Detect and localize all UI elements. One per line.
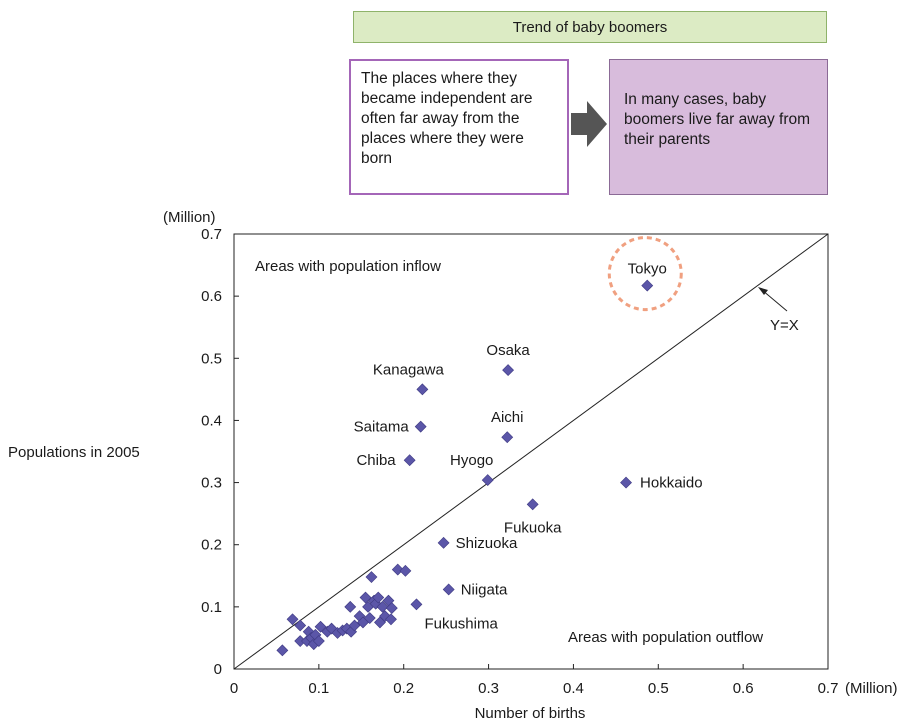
point-label-aichi: Aichi — [491, 409, 524, 426]
data-point-kanagawa — [416, 383, 429, 396]
point-label-fukuoka: Fukuoka — [504, 519, 562, 536]
data-point-niigata — [442, 583, 455, 596]
effect-box: In many cases, baby boomers live far awa… — [609, 59, 828, 195]
x-tick-label: 0.6 — [733, 680, 754, 697]
data-point — [276, 644, 289, 657]
reference-line-y-equals-x — [233, 233, 829, 670]
y-axis-label: Populations in 2005 — [8, 444, 140, 461]
data-point-saitama — [414, 420, 427, 433]
x-tick-label: 0 — [230, 680, 238, 697]
point-label-osaka: Osaka — [486, 342, 530, 359]
data-point — [391, 563, 404, 576]
data-point-hyogo — [481, 474, 494, 487]
trend-banner: Trend of baby boomers — [353, 11, 827, 43]
point-label-saitama: Saitama — [354, 419, 410, 436]
chart-axes — [233, 233, 829, 670]
x-tick-label: 0.1 — [308, 680, 329, 697]
x-tick-label: 0.7 — [818, 680, 839, 697]
y-tick-label: 0 — [214, 661, 222, 678]
point-label-hyogo: Hyogo — [450, 452, 493, 469]
x-tick-label: 0.2 — [393, 680, 414, 697]
data-point-fukuoka — [526, 498, 539, 511]
reference-line-pointer — [758, 287, 788, 312]
y-tick-label: 0.7 — [201, 226, 222, 243]
point-label-kanagawa: Kanagawa — [373, 361, 445, 378]
data-point-shizuoka — [437, 536, 450, 549]
data-point — [312, 635, 325, 647]
point-labels: Tokyo Osaka Kanagawa Saitama Aichi Chiba Hyogo… — [354, 261, 703, 633]
data-point — [385, 602, 398, 615]
reference-line-label: Y=X — [770, 317, 799, 334]
data-point — [348, 619, 361, 632]
inflow-annotation: Areas with population inflow — [255, 258, 441, 275]
y-tick-label: 0.3 — [201, 475, 222, 492]
data-point — [314, 620, 327, 633]
point-label-tokyo: Tokyo — [628, 261, 667, 278]
data-point — [376, 600, 389, 613]
data-point — [294, 619, 307, 632]
x-tick-label: 0.4 — [563, 680, 584, 697]
data-point — [385, 613, 397, 626]
y-tick-label: 0.4 — [201, 412, 222, 429]
point-label-fukushima: Fukushima — [424, 615, 498, 632]
point-label-niigata: Niigata — [461, 581, 508, 598]
data-point — [363, 612, 376, 624]
x-tick-label: 0.5 — [648, 680, 669, 697]
cause-box: The places where they became independent… — [349, 59, 569, 195]
point-label-chiba: Chiba — [356, 452, 396, 469]
data-point — [365, 571, 378, 583]
y-tick-label: 0.5 — [201, 350, 222, 367]
right-arrow-icon — [571, 101, 607, 147]
data-point-chiba — [403, 454, 416, 467]
y-tick-label: 0.2 — [201, 537, 222, 554]
data-point — [344, 600, 357, 613]
y-tick-label: 0.1 — [201, 599, 222, 616]
data-point — [359, 591, 372, 604]
data-point-tokyo — [641, 279, 654, 292]
data-point-hokkaido — [620, 476, 632, 489]
y-tick-label: 0.6 — [201, 288, 222, 305]
y-unit-label: (Million) — [163, 209, 216, 226]
plot-area — [233, 233, 829, 670]
tokyo-highlight-circle — [607, 236, 683, 312]
data-point-fukushima — [410, 598, 423, 611]
data-point-osaka — [502, 364, 515, 377]
data-point — [372, 591, 385, 604]
point-label-hokkaido: Hokkaido — [640, 475, 703, 492]
x-tick-label: 0.3 — [478, 680, 499, 697]
data-point-aichi — [501, 431, 514, 444]
outflow-annotation: Areas with population outflow — [568, 629, 763, 646]
data-point — [286, 613, 299, 626]
x-axis-label: Number of births — [475, 705, 586, 719]
tick-labels: 0 0.1 0.2 0.3 0.4 0.5 0.6 0.7 0 0.1 0.2 0.3 0.4 0.5 0.… — [201, 226, 838, 697]
data-points — [276, 279, 654, 657]
data-point — [399, 564, 412, 577]
x-unit-label: (Million) — [845, 680, 898, 697]
point-label-shizuoka: Shizuoka — [456, 535, 518, 552]
